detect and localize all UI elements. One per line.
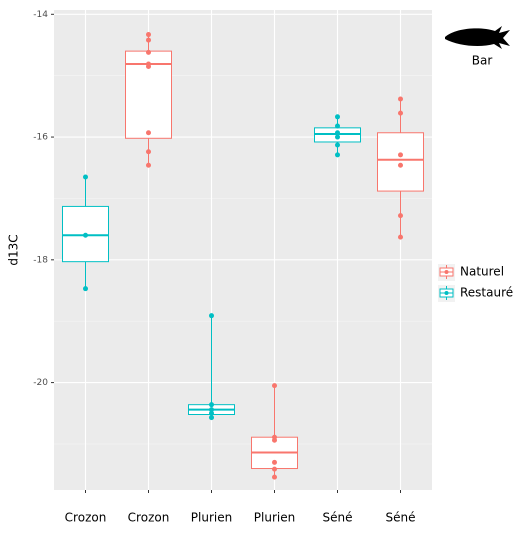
legend-key-point (444, 270, 449, 274)
point (335, 152, 340, 158)
point (209, 313, 214, 319)
point (146, 37, 151, 43)
point (83, 286, 88, 292)
point (209, 410, 214, 416)
annotation: Bar (472, 54, 493, 68)
point (209, 415, 214, 421)
point (398, 213, 403, 219)
point (398, 162, 403, 168)
y-tick-label: -16 (33, 133, 48, 143)
point (335, 114, 340, 120)
point (398, 152, 403, 158)
box (377, 132, 424, 192)
panel (54, 10, 432, 490)
point (272, 474, 277, 480)
point (209, 407, 214, 413)
x-tick-label: Crozon (65, 511, 107, 525)
point (272, 437, 277, 443)
point (146, 162, 151, 168)
fish-icon (445, 26, 510, 49)
point (146, 63, 151, 69)
point (83, 232, 88, 238)
x-tick-label: Séné (323, 511, 353, 525)
y-tick-label: -18 (33, 255, 48, 265)
y-axis-title: d13C (7, 234, 21, 265)
point (398, 96, 403, 102)
point (335, 134, 340, 140)
point (398, 234, 403, 240)
legend-label: Restauré (460, 286, 513, 300)
point (335, 130, 340, 136)
point (146, 49, 151, 55)
point (146, 149, 151, 155)
point (83, 174, 88, 180)
point (209, 402, 214, 408)
point (335, 123, 340, 129)
point (398, 110, 403, 116)
y-tick-label: -14 (33, 10, 48, 20)
legend-key-point (444, 291, 449, 295)
point (146, 32, 151, 38)
x-tick-label: Plurien (191, 511, 232, 525)
x-tick-label: Séné (386, 511, 416, 525)
x-tick-label: Crozon (128, 511, 170, 525)
point (146, 130, 151, 136)
point (272, 466, 277, 472)
x-tick-label: Plurien (254, 511, 295, 525)
legend-label: Naturel (460, 265, 504, 279)
point (335, 142, 340, 148)
point (272, 383, 277, 389)
point (272, 459, 277, 465)
y-tick-label: -20 (33, 378, 48, 388)
